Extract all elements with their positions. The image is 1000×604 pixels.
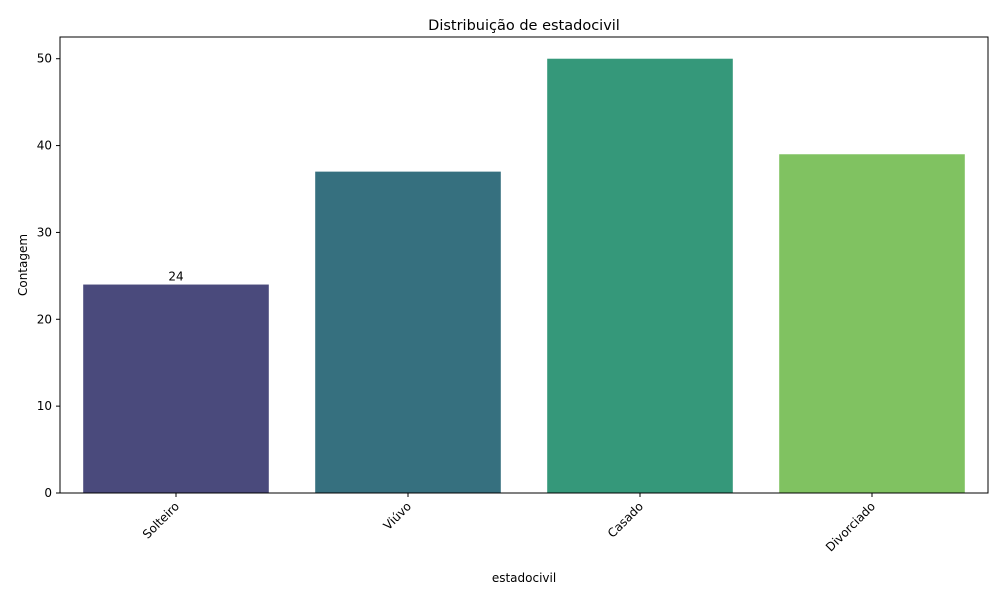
x-tick-label: Viúvo <box>381 499 414 532</box>
y-axis-label: Contagem <box>16 234 30 296</box>
y-tick-label: 0 <box>44 486 52 500</box>
bar-solteiro <box>83 284 269 493</box>
y-tick-label: 30 <box>37 225 52 239</box>
data-labels-layer: 24 <box>168 270 183 284</box>
x-tick-label: Solteiro <box>140 499 182 541</box>
bars-layer <box>83 58 965 493</box>
x-axis-label: estadocivil <box>492 571 556 585</box>
plot-frame <box>59 36 989 494</box>
x-tick-label: Casado <box>605 499 646 540</box>
data-label: 24 <box>168 270 183 284</box>
x-tick-label: Divorciado <box>823 499 878 554</box>
bar-casado <box>547 58 733 493</box>
y-axis: 0 10 20 30 40 50 <box>37 52 60 500</box>
y-tick-label: 10 <box>37 399 52 413</box>
chart-title: Distribuição de estadocivil <box>428 18 620 34</box>
y-tick-label: 20 <box>37 312 52 326</box>
y-tick-label: 40 <box>37 139 52 153</box>
bar-viúvo <box>315 171 501 493</box>
y-tick-label: 50 <box>37 52 52 66</box>
x-axis: Solteiro Viúvo Casado Divorciado <box>140 493 878 554</box>
bar-divorciado <box>779 154 965 493</box>
